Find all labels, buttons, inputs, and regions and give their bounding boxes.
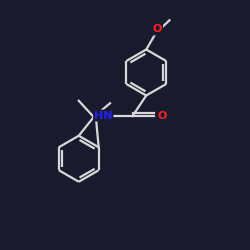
Text: HN: HN	[94, 110, 112, 120]
Text: O: O	[153, 24, 162, 34]
Text: O: O	[158, 111, 167, 121]
